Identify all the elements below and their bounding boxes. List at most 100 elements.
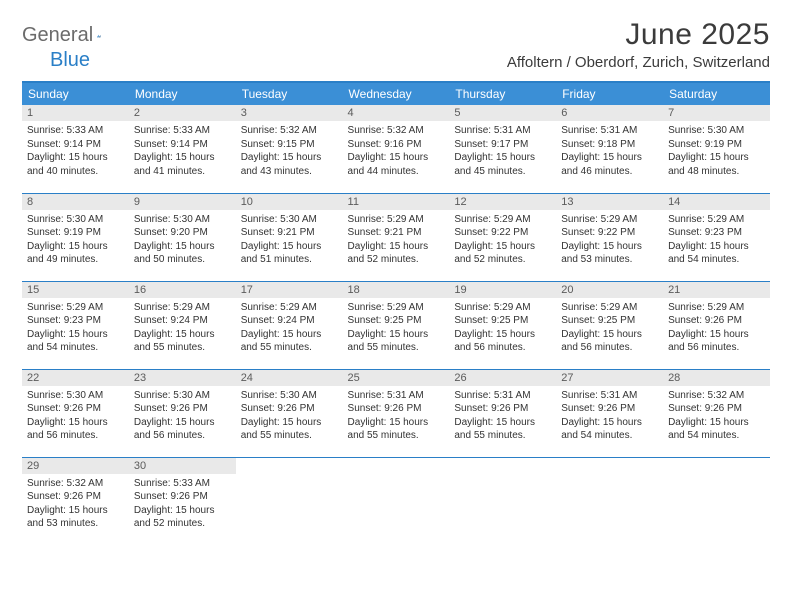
day-number: 6 [556, 105, 663, 121]
day-data: Sunrise: 5:31 AMSunset: 9:26 PMDaylight:… [449, 386, 556, 446]
day-data: Sunrise: 5:33 AMSunset: 9:14 PMDaylight:… [22, 121, 129, 181]
day-number: 25 [343, 370, 450, 386]
day-data: Sunrise: 5:29 AMSunset: 9:22 PMDaylight:… [556, 210, 663, 270]
calendar-cell: 27Sunrise: 5:31 AMSunset: 9:26 PMDayligh… [556, 369, 663, 457]
calendar-row: 8Sunrise: 5:30 AMSunset: 9:19 PMDaylight… [22, 193, 770, 281]
day-number: 18 [343, 282, 450, 298]
calendar-cell: 20Sunrise: 5:29 AMSunset: 9:25 PMDayligh… [556, 281, 663, 369]
day-data: Sunrise: 5:32 AMSunset: 9:26 PMDaylight:… [663, 386, 770, 446]
location-text: Affoltern / Oberdorf, Zurich, Switzerlan… [507, 54, 770, 71]
calendar-cell: 19Sunrise: 5:29 AMSunset: 9:25 PMDayligh… [449, 281, 556, 369]
title-block: June 2025 Affoltern / Oberdorf, Zurich, … [507, 18, 770, 71]
day-data: Sunrise: 5:31 AMSunset: 9:26 PMDaylight:… [556, 386, 663, 446]
calendar-cell: 6Sunrise: 5:31 AMSunset: 9:18 PMDaylight… [556, 105, 663, 193]
calendar-row: 1Sunrise: 5:33 AMSunset: 9:14 PMDaylight… [22, 105, 770, 193]
day-data: Sunrise: 5:30 AMSunset: 9:19 PMDaylight:… [663, 121, 770, 181]
calendar-cell: 13Sunrise: 5:29 AMSunset: 9:22 PMDayligh… [556, 193, 663, 281]
day-number: 22 [22, 370, 129, 386]
calendar-cell: 26Sunrise: 5:31 AMSunset: 9:26 PMDayligh… [449, 369, 556, 457]
calendar-cell: 1Sunrise: 5:33 AMSunset: 9:14 PMDaylight… [22, 105, 129, 193]
day-number: 2 [129, 105, 236, 121]
calendar-cell: 23Sunrise: 5:30 AMSunset: 9:26 PMDayligh… [129, 369, 236, 457]
logo-text-blue: Blue [50, 49, 90, 72]
calendar-cell: 22Sunrise: 5:30 AMSunset: 9:26 PMDayligh… [22, 369, 129, 457]
day-data: Sunrise: 5:32 AMSunset: 9:15 PMDaylight:… [236, 121, 343, 181]
day-data: Sunrise: 5:31 AMSunset: 9:17 PMDaylight:… [449, 121, 556, 181]
day-data: Sunrise: 5:30 AMSunset: 9:26 PMDaylight:… [236, 386, 343, 446]
day-data: Sunrise: 5:29 AMSunset: 9:24 PMDaylight:… [129, 298, 236, 358]
day-number: 23 [129, 370, 236, 386]
day-data: Sunrise: 5:29 AMSunset: 9:26 PMDaylight:… [663, 298, 770, 358]
day-data: Sunrise: 5:30 AMSunset: 9:26 PMDaylight:… [22, 386, 129, 446]
day-data: Sunrise: 5:33 AMSunset: 9:14 PMDaylight:… [129, 121, 236, 181]
day-number: 11 [343, 194, 450, 210]
calendar-cell-empty [343, 457, 450, 545]
calendar-row: 22Sunrise: 5:30 AMSunset: 9:26 PMDayligh… [22, 369, 770, 457]
day-number: 15 [22, 282, 129, 298]
day-number: 5 [449, 105, 556, 121]
day-number: 13 [556, 194, 663, 210]
day-data: Sunrise: 5:29 AMSunset: 9:22 PMDaylight:… [449, 210, 556, 270]
calendar-cell: 25Sunrise: 5:31 AMSunset: 9:26 PMDayligh… [343, 369, 450, 457]
logo: General [22, 18, 119, 47]
day-number: 24 [236, 370, 343, 386]
calendar-cell: 29Sunrise: 5:32 AMSunset: 9:26 PMDayligh… [22, 457, 129, 545]
calendar-cell: 8Sunrise: 5:30 AMSunset: 9:19 PMDaylight… [22, 193, 129, 281]
day-number: 26 [449, 370, 556, 386]
day-number: 20 [556, 282, 663, 298]
day-number: 12 [449, 194, 556, 210]
calendar-cell-empty [663, 457, 770, 545]
day-number: 17 [236, 282, 343, 298]
day-number: 30 [129, 458, 236, 474]
day-number: 27 [556, 370, 663, 386]
logo-text-general: General [22, 24, 93, 47]
day-number: 14 [663, 194, 770, 210]
calendar-cell: 11Sunrise: 5:29 AMSunset: 9:21 PMDayligh… [343, 193, 450, 281]
calendar-cell: 7Sunrise: 5:30 AMSunset: 9:19 PMDaylight… [663, 105, 770, 193]
calendar-cell: 2Sunrise: 5:33 AMSunset: 9:14 PMDaylight… [129, 105, 236, 193]
calendar-cell-empty [236, 457, 343, 545]
calendar-cell: 21Sunrise: 5:29 AMSunset: 9:26 PMDayligh… [663, 281, 770, 369]
day-data: Sunrise: 5:29 AMSunset: 9:21 PMDaylight:… [343, 210, 450, 270]
day-data: Sunrise: 5:31 AMSunset: 9:18 PMDaylight:… [556, 121, 663, 181]
weekday-header: Tuesday [236, 82, 343, 105]
calendar-cell: 18Sunrise: 5:29 AMSunset: 9:25 PMDayligh… [343, 281, 450, 369]
day-number: 16 [129, 282, 236, 298]
calendar-cell-empty [449, 457, 556, 545]
calendar-cell: 5Sunrise: 5:31 AMSunset: 9:17 PMDaylight… [449, 105, 556, 193]
weekday-header: Friday [556, 82, 663, 105]
calendar-cell-empty [556, 457, 663, 545]
day-data: Sunrise: 5:29 AMSunset: 9:25 PMDaylight:… [343, 298, 450, 358]
calendar-cell: 4Sunrise: 5:32 AMSunset: 9:16 PMDaylight… [343, 105, 450, 193]
day-number: 28 [663, 370, 770, 386]
day-number: 8 [22, 194, 129, 210]
calendar-row: 29Sunrise: 5:32 AMSunset: 9:26 PMDayligh… [22, 457, 770, 545]
weekday-header: Wednesday [343, 82, 450, 105]
calendar-cell: 12Sunrise: 5:29 AMSunset: 9:22 PMDayligh… [449, 193, 556, 281]
weekday-header: Sunday [22, 82, 129, 105]
weekday-header: Thursday [449, 82, 556, 105]
day-data: Sunrise: 5:30 AMSunset: 9:20 PMDaylight:… [129, 210, 236, 270]
day-data: Sunrise: 5:30 AMSunset: 9:26 PMDaylight:… [129, 386, 236, 446]
day-number: 3 [236, 105, 343, 121]
day-data: Sunrise: 5:32 AMSunset: 9:26 PMDaylight:… [22, 474, 129, 534]
day-number: 1 [22, 105, 129, 121]
month-title: June 2025 [507, 18, 770, 52]
calendar-cell: 10Sunrise: 5:30 AMSunset: 9:21 PMDayligh… [236, 193, 343, 281]
day-number: 21 [663, 282, 770, 298]
calendar-cell: 14Sunrise: 5:29 AMSunset: 9:23 PMDayligh… [663, 193, 770, 281]
day-data: Sunrise: 5:29 AMSunset: 9:23 PMDaylight:… [663, 210, 770, 270]
weekday-header: Saturday [663, 82, 770, 105]
calendar-cell: 16Sunrise: 5:29 AMSunset: 9:24 PMDayligh… [129, 281, 236, 369]
calendar-table: Sunday Monday Tuesday Wednesday Thursday… [22, 81, 770, 545]
calendar-cell: 28Sunrise: 5:32 AMSunset: 9:26 PMDayligh… [663, 369, 770, 457]
weekday-header: Monday [129, 82, 236, 105]
day-data: Sunrise: 5:32 AMSunset: 9:16 PMDaylight:… [343, 121, 450, 181]
day-number: 10 [236, 194, 343, 210]
day-number: 29 [22, 458, 129, 474]
day-number: 9 [129, 194, 236, 210]
calendar-cell: 3Sunrise: 5:32 AMSunset: 9:15 PMDaylight… [236, 105, 343, 193]
header: General June 2025 Affoltern / Oberdorf, … [22, 18, 770, 71]
calendar-cell: 15Sunrise: 5:29 AMSunset: 9:23 PMDayligh… [22, 281, 129, 369]
day-data: Sunrise: 5:30 AMSunset: 9:21 PMDaylight:… [236, 210, 343, 270]
